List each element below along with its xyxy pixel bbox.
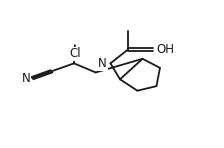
Text: N: N [22, 72, 31, 85]
Text: Cl: Cl [69, 47, 81, 60]
Text: OH: OH [157, 43, 174, 56]
Text: N: N [98, 57, 107, 70]
